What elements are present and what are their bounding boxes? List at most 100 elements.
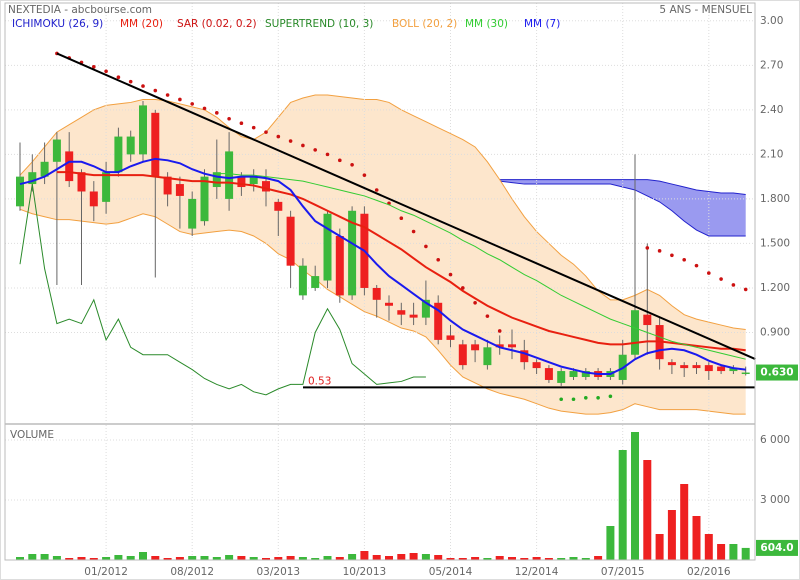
candle-body (692, 365, 701, 369)
volume-bar (200, 556, 209, 560)
candle-body (643, 314, 652, 326)
candle-body (569, 371, 578, 377)
bollinger-upper (19, 94, 746, 330)
legend-entry: SUPERTREND (10, 3) (265, 18, 373, 30)
volume-bar (28, 554, 37, 560)
candle-body (421, 299, 430, 318)
y-tick-label: 2.70 (760, 59, 783, 71)
volume-bar (114, 555, 123, 560)
legend-entry: BOLL (20, 2) (392, 18, 457, 30)
sar-dot (165, 93, 170, 97)
sar-dot (584, 395, 588, 400)
candle-body (508, 344, 516, 348)
sar-dot (202, 106, 207, 111)
y-tick-label: 2.10 (760, 148, 783, 160)
sar-dot (657, 249, 662, 253)
chart-title: NEXTEDIA - abcbourse.com (8, 4, 152, 16)
volume-bar (594, 556, 603, 560)
candle-body (335, 236, 344, 296)
sar-dot (362, 173, 367, 177)
sar-dot (288, 139, 293, 143)
sar-dot (116, 75, 121, 80)
volume-bar (508, 557, 516, 560)
volume-bar (262, 558, 270, 560)
volume-bar (163, 558, 172, 560)
candle-body (434, 302, 443, 340)
volume-bar (409, 553, 418, 560)
volume-bar (348, 554, 357, 560)
candle-body (532, 362, 541, 369)
candle-body (77, 172, 86, 192)
volume-bar (667, 510, 676, 560)
sar-dot (141, 84, 145, 88)
volume-bar (323, 556, 332, 560)
volume-bar (680, 484, 689, 560)
volume-bar (188, 556, 197, 560)
y-tick-label: 1.500 (760, 237, 790, 249)
volume-bar (274, 557, 283, 560)
x-tick-label: 08/2012 (170, 566, 214, 578)
sar-dot (264, 130, 268, 134)
candle-body (471, 344, 480, 351)
candle-body (102, 172, 111, 202)
sar-dot (215, 111, 219, 115)
x-tick-label: 05/2014 (429, 566, 473, 578)
sar-dot (411, 229, 416, 234)
candle-body (680, 365, 689, 369)
legend-entry: MM (20) (120, 18, 163, 30)
sar-dot (719, 277, 723, 281)
volume-bar (704, 534, 713, 560)
candle-body (729, 368, 738, 372)
indicator-line (19, 183, 426, 396)
y-tick-label: 2.40 (760, 104, 783, 116)
volume-bar (631, 432, 639, 560)
volume-bar (729, 544, 738, 560)
volume-bar (606, 526, 615, 560)
sar-dot (325, 152, 330, 157)
volume-bar (40, 554, 49, 560)
volume-bar (458, 558, 467, 560)
chart-subtitle: 5 ANS - MENSUEL (659, 4, 752, 16)
candle-body (409, 314, 418, 318)
candle-body (348, 210, 357, 296)
volume-bar (532, 557, 541, 560)
volume-tick-label: 6 000 (760, 434, 790, 446)
volume-bar (421, 554, 430, 560)
candle-body (139, 105, 147, 155)
volume-bar (483, 558, 492, 560)
sar-dot (670, 253, 674, 258)
volume-bar (52, 556, 61, 560)
sar-dot (645, 246, 650, 250)
volume-bar (557, 558, 566, 560)
legend-entry: MM (30) (465, 18, 508, 30)
candle-body (163, 176, 172, 195)
candle-body (237, 176, 246, 188)
candle-body (16, 176, 24, 207)
volume-bar (212, 557, 221, 560)
sar-dot (497, 329, 502, 333)
volume-bar (139, 552, 147, 560)
volume-bar (471, 557, 480, 560)
candle-body (557, 371, 566, 383)
last-volume-box (756, 539, 798, 556)
volume-bar (126, 556, 135, 560)
candle-body (741, 372, 750, 375)
volume-bar (495, 556, 504, 560)
candle-body (114, 136, 123, 173)
sar-dot (338, 158, 342, 163)
volume-bar (16, 557, 24, 560)
volume-bar (335, 557, 344, 560)
sar-dot (301, 143, 305, 148)
sar-dot (485, 314, 490, 318)
volume-bar (249, 557, 258, 560)
volume-bar (385, 556, 393, 560)
candle-body (225, 151, 234, 199)
candle-body (89, 191, 98, 207)
y-tick-label: 3.00 (760, 15, 783, 27)
legend-entry: MM (7) (524, 18, 560, 30)
sar-dot (374, 188, 379, 192)
volume-bar (360, 551, 369, 560)
candle-body (249, 176, 258, 185)
indicator-line (216, 173, 746, 360)
